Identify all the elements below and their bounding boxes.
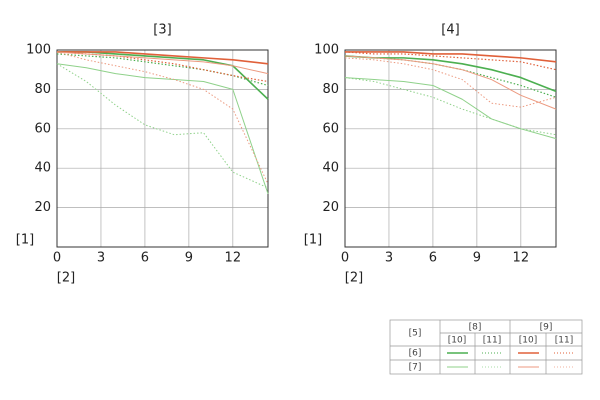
x-tick-label: 12 xyxy=(513,251,530,266)
table-group: [9] xyxy=(540,323,553,333)
y-tick-label: 20 xyxy=(322,200,339,215)
table-corner: [5] xyxy=(409,329,422,339)
chart-title: [3] xyxy=(153,23,171,38)
x-tick-label: 6 xyxy=(141,251,149,266)
x-tick-label: 6 xyxy=(429,251,437,266)
y-tick-label: 100 xyxy=(26,43,51,58)
mtf-line xyxy=(344,77,557,136)
table-group: [8] xyxy=(469,323,482,333)
table-subhead: [10] xyxy=(519,336,537,346)
plot-frame xyxy=(56,49,269,248)
table-border xyxy=(389,319,583,375)
table-subhead: [11] xyxy=(555,336,573,346)
mtf-line xyxy=(56,51,269,185)
x-tick-label: 0 xyxy=(53,251,61,266)
y-tick-label: 40 xyxy=(34,161,51,176)
y-tick-label: 20 xyxy=(34,200,51,215)
x-tick-label: 3 xyxy=(385,251,393,266)
x-tick-label: 12 xyxy=(225,251,242,266)
table-subhead: [11] xyxy=(483,336,501,346)
table-row-label: [6] xyxy=(409,349,422,359)
mtf-line xyxy=(344,51,557,71)
x-tick-label: 9 xyxy=(185,251,193,266)
plot-frame xyxy=(344,49,557,248)
table-subhead: [10] xyxy=(448,336,466,346)
mtf-line xyxy=(57,51,269,65)
mtf-line xyxy=(345,51,557,63)
mtf-line xyxy=(56,51,269,83)
x-axis-label: [2] xyxy=(345,271,363,286)
y-axis-label: [1] xyxy=(304,233,322,248)
y-tick-label: 100 xyxy=(314,43,339,58)
y-tick-label: 80 xyxy=(322,82,339,97)
y-tick-label: 60 xyxy=(322,121,339,136)
x-axis-label: [2] xyxy=(57,271,75,286)
table-row-label: [7] xyxy=(409,363,422,373)
y-tick-label: 40 xyxy=(322,161,339,176)
mtf-line xyxy=(56,63,269,194)
mtf-line xyxy=(344,57,557,108)
chart-title: [4] xyxy=(441,23,459,38)
x-tick-label: 3 xyxy=(97,251,105,266)
mtf-line xyxy=(56,63,269,189)
x-tick-label: 0 xyxy=(341,251,349,266)
y-axis-label: [1] xyxy=(16,233,34,248)
x-tick-label: 9 xyxy=(473,251,481,266)
legend-table: [5] [8] [9] [10] [11] [10] [11] [6] [7] xyxy=(389,319,583,375)
y-tick-label: 60 xyxy=(34,121,51,136)
y-tick-label: 80 xyxy=(34,82,51,97)
mtf-line xyxy=(344,55,557,110)
mtf-line xyxy=(56,51,269,75)
